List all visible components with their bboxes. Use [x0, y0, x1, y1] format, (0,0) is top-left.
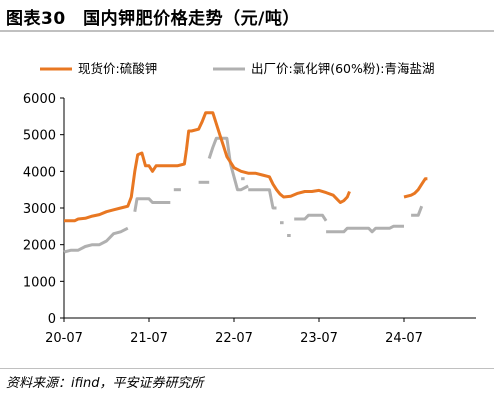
- series-line-chloride: [207, 136, 249, 192]
- series-line-sulfate: [403, 177, 428, 199]
- x-tick-label: 24-07: [385, 331, 423, 346]
- y-tick-label: 5000: [23, 129, 56, 144]
- x-tick-label: 23-07: [300, 331, 338, 346]
- series-line-chloride: [248, 188, 277, 210]
- series-line-chloride: [294, 213, 328, 222]
- source-divider: [0, 368, 494, 369]
- series-line-chloride: [63, 226, 129, 254]
- figure-title: 图表30 国内钾肥价格走势（元/吨）: [6, 9, 300, 29]
- legend-label-sulfate: 现货价:硫酸钾: [78, 61, 157, 76]
- source-note: 资料来源：ifind，平安证券研究所: [6, 376, 204, 391]
- y-ticks: 0 1000 2000 3000 4000 5000 6000: [23, 92, 64, 327]
- y-tick-label: 6000: [23, 92, 56, 107]
- series-line-chloride: [326, 224, 404, 234]
- y-tick-label: 3000: [23, 202, 56, 217]
- series-layer: [63, 111, 428, 254]
- legend: 现货价:硫酸钾 出厂价:氯化钾(60%粉):青海盐湖: [40, 61, 434, 76]
- y-tick-label: 0: [48, 312, 56, 327]
- series-line-chloride: [133, 197, 171, 212]
- y-tick-label: 1000: [23, 275, 56, 290]
- legend-label-chloride: 出厂价:氯化钾(60%粉):青海盐湖: [251, 61, 434, 76]
- x-tick-label: 20-07: [45, 331, 83, 346]
- y-tick-label: 4000: [23, 165, 56, 180]
- x-ticks: 20-07 21-07 22-07 23-07 24-07: [45, 318, 423, 346]
- y-tick-label: 2000: [23, 239, 56, 254]
- x-tick-label: 21-07: [130, 331, 168, 346]
- series-line-chloride: [411, 205, 424, 217]
- series-line-sulfate: [64, 111, 351, 223]
- x-tick-label: 22-07: [215, 331, 253, 346]
- title-divider: [0, 30, 494, 32]
